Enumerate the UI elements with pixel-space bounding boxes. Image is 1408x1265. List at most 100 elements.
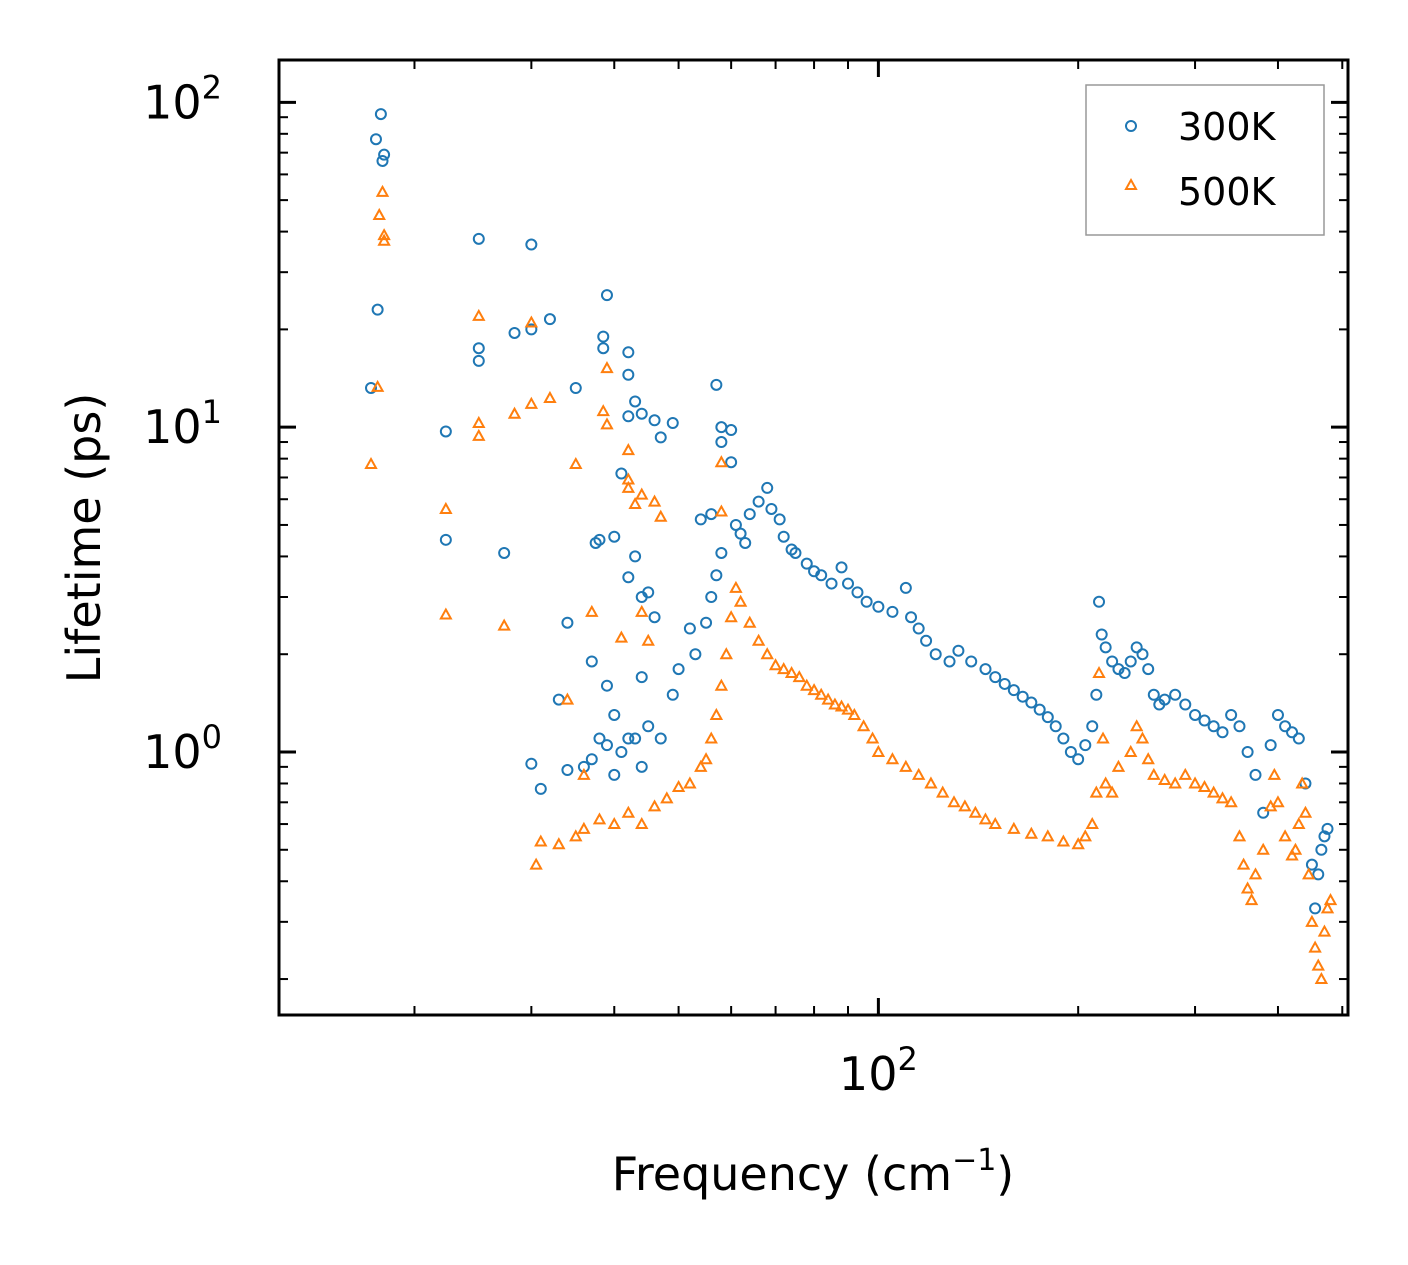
data-point-500k [1236,857,1251,870]
x-axis-label: Frequency (cm−1) [612,1143,1015,1201]
data-point-300k [825,577,838,590]
data-point-500k [364,456,378,470]
data-point-500k [1124,744,1138,757]
data-point-500k [1295,776,1309,789]
data-point-300k [648,414,661,427]
data-point-500k [472,415,486,428]
data-point-300k [1033,703,1046,716]
data-point-500k [592,812,607,825]
data-point-300k [585,753,598,766]
data-point-300k [710,569,723,582]
data-point-300k [589,536,602,549]
data-point-500k [635,604,649,617]
data-point-300k [1279,720,1292,733]
x-tick-labels: 102 [839,1040,918,1101]
data-point-500k [600,417,614,430]
data-point-300k [561,616,574,629]
data-point-300k [622,732,635,745]
data-point-500k [751,633,766,646]
data-point-500k [784,665,799,679]
data-point-300k [1318,830,1331,843]
data-point-500k [714,455,729,468]
data-point-300k [1321,822,1334,835]
data-point-300k [569,382,582,394]
data-point-300k [886,605,899,618]
data-point-300k [1257,806,1270,819]
data-point-500k [1129,719,1144,732]
data-point-300k [374,108,387,121]
data-point-500k [899,759,913,772]
data-point-300k [952,644,965,657]
data-point-500k [792,670,806,683]
data-point-500k [1285,848,1299,861]
data-point-500k [871,744,886,757]
data-point-300k [635,671,648,684]
data-point-300k [1007,684,1020,697]
data-point-300k [1286,726,1299,739]
data-point-300k [860,595,873,608]
data-point-500k [552,837,566,850]
series-500k [364,184,1338,985]
data-point-500k [841,702,855,715]
data-point-300k [1079,739,1092,752]
data-point-300k [683,622,696,635]
y-tick-label: 101 [143,393,222,454]
data-point-300k [739,536,752,549]
data-point-300k [615,745,628,758]
data-point-300k [743,508,756,521]
data-point-300k [472,354,485,367]
data-point-300k [439,533,452,546]
data-point-300k [666,688,679,701]
data-point-500k [1267,767,1282,780]
legend-label-500k: 500K [1178,170,1277,214]
data-point-500k [768,658,783,671]
y-tick-label: 100 [143,718,222,779]
data-point-300k [600,289,613,302]
data-point-500k [1215,791,1230,804]
data-point-500k [671,779,686,793]
data-point-300k [989,671,1002,684]
major-ticks [279,60,1348,1015]
data-point-500k [529,857,543,870]
data-point-300k [1169,688,1182,701]
data-point-500k [534,834,548,847]
data-point-300k [773,513,786,526]
data-point-300k [597,330,610,343]
data-point-300k [622,410,635,423]
data-point-300k [851,586,864,599]
data-point-300k [635,760,648,773]
data-point-500k [694,759,708,772]
data-point-300k [1086,720,1099,733]
data-point-500k [439,607,453,620]
data-point-500k [1240,881,1255,894]
data-point-500k [885,752,900,765]
data-point-500k [569,829,583,842]
data-point-300k [943,655,956,668]
data-point-300k [629,395,642,408]
data-point-300k [1136,648,1149,661]
data-point-300k [672,663,685,676]
data-point-500k [709,707,724,720]
data-point-300k [1225,708,1238,721]
data-point-300k [1292,732,1305,745]
data-point-300k [1264,739,1277,752]
data-point-300k [1241,745,1254,758]
data-point-500k [683,776,697,789]
data-point-300k [1233,720,1246,733]
data-point-500k [724,610,738,623]
data-point-500k [1147,767,1161,780]
data-point-300k [965,655,978,668]
data-point-300k [1124,655,1137,668]
data-point-300k [525,323,538,336]
data-point-300k [705,591,718,604]
data-point-500k [911,767,926,780]
data-point-300k [777,530,790,543]
data-point-500k [560,692,575,705]
data-point-300k [815,569,828,582]
data-point-500k [1096,731,1110,744]
data-point-500k [834,699,849,712]
data-point-300k [1158,693,1171,706]
data-point-300k [929,648,942,661]
data-point-500k [947,795,961,808]
data-point-500k [1157,772,1172,785]
